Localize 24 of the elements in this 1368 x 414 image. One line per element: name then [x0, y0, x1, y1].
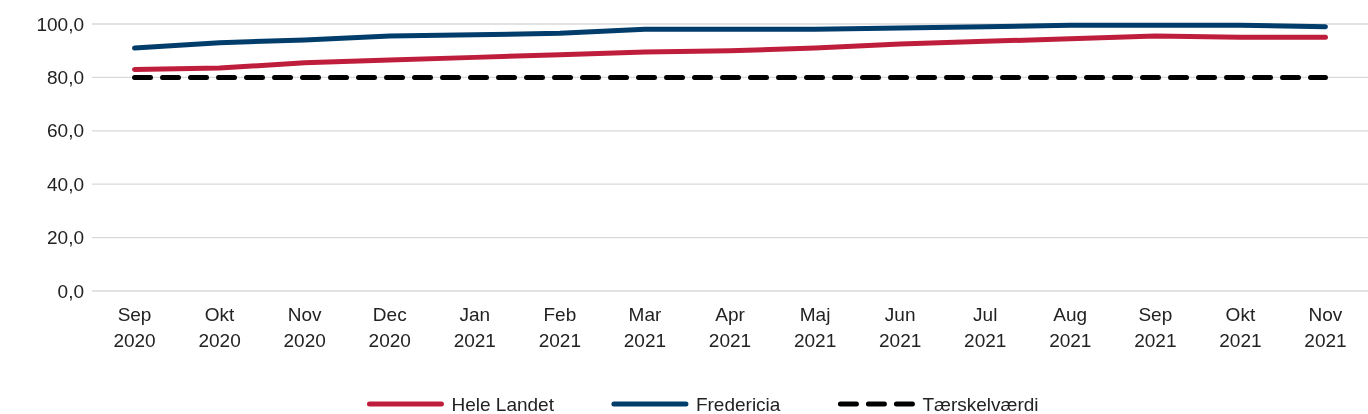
y-tick-label: 40,0: [47, 173, 84, 195]
x-tick-label: Apr 2021: [708, 304, 752, 351]
x-tick-label: Aug 2021: [1049, 304, 1092, 351]
y-tick-label: 0,0: [57, 280, 84, 302]
x-tick-label: Nov 2020: [283, 304, 326, 351]
x-tick-label: Okt 2020: [198, 304, 241, 351]
legend-label: Tærskelværdi: [922, 394, 1039, 414]
x-tick-label: Sep 2020: [113, 304, 156, 351]
y-tick-label: 80,0: [47, 66, 84, 88]
x-tick-label: Maj 2021: [793, 304, 837, 351]
x-tick-label: Nov 2021: [1304, 304, 1347, 351]
x-tick-label: Mar 2021: [623, 304, 667, 351]
legend-label: Fredericia: [695, 394, 781, 414]
x-tick-label: Dec 2020: [368, 304, 411, 351]
x-tick-label: Jul 2021: [964, 304, 1007, 351]
legend-label: Hele Landet: [451, 394, 555, 414]
x-tick-label: Jun 2021: [878, 304, 922, 351]
x-tick-label: Feb 2021: [538, 304, 582, 351]
y-tick-label: 20,0: [47, 227, 84, 249]
x-tick-label: Jan 2021: [453, 304, 496, 351]
y-tick-label: 100,0: [36, 13, 84, 35]
x-tick-label: Sep 2021: [1134, 304, 1177, 351]
y-tick-label: 60,0: [47, 120, 84, 142]
x-tick-label: Okt 2021: [1219, 304, 1262, 351]
